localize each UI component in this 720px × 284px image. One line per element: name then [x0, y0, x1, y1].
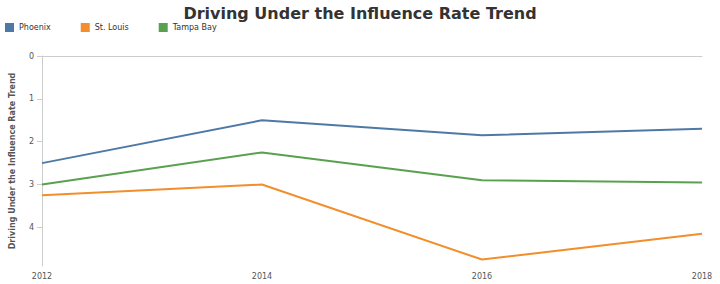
svg-text:Tampa Bay: Tampa Bay [172, 23, 217, 32]
svg-text:2012: 2012 [32, 272, 52, 281]
svg-text:0: 0 [29, 52, 34, 61]
svg-text:Phoenix: Phoenix [19, 23, 51, 32]
svg-text:1: 1 [29, 94, 34, 103]
svg-text:Driving Under the Influence Ra: Driving Under the Influence Rate Trend [183, 4, 536, 23]
svg-text:4: 4 [29, 223, 34, 232]
svg-text:Driving Under the Influence Ra: Driving Under the Influence Rate Trend [8, 72, 17, 249]
svg-text:2014: 2014 [252, 272, 272, 281]
svg-text:3: 3 [29, 180, 34, 189]
svg-text:2: 2 [29, 137, 34, 146]
svg-text:2018: 2018 [692, 272, 712, 281]
svg-text:2016: 2016 [472, 272, 492, 281]
svg-text:St. Louis: St. Louis [95, 23, 129, 32]
